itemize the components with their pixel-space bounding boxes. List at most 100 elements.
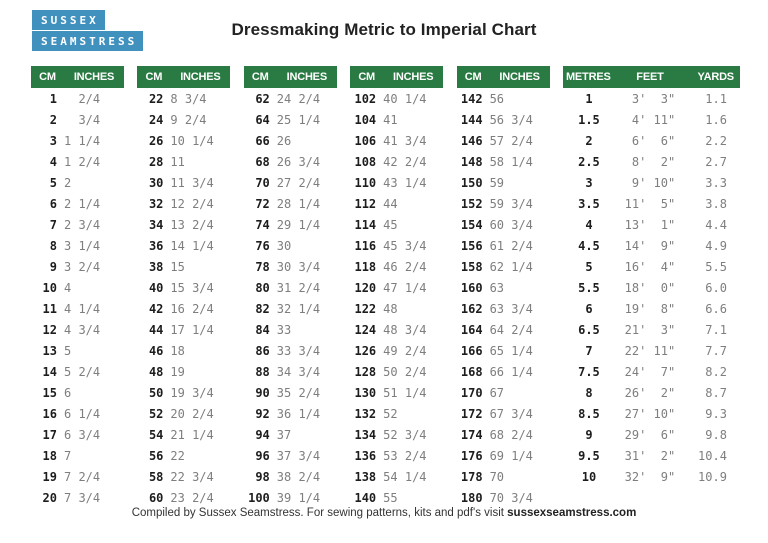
cell: 60	[148, 490, 164, 505]
cell: 174	[460, 427, 483, 442]
table-row: 17 6 3/4	[31, 424, 124, 445]
cell: 59	[489, 175, 505, 190]
cell: 5	[585, 259, 593, 274]
cell: 8	[585, 385, 593, 400]
table-row: 2 6' 6" 2.2	[563, 130, 740, 151]
cell: 51 1/4	[383, 385, 427, 400]
cell: 33 3/4	[276, 343, 321, 358]
table-row: 38 15	[137, 256, 230, 277]
cell: 130	[354, 385, 377, 400]
column-header: INCHES	[489, 66, 550, 88]
cell: 152	[460, 196, 483, 211]
cell: 110	[354, 175, 377, 190]
table-row: 146 57 2/4	[457, 130, 550, 151]
cell: 19	[170, 364, 185, 379]
table-row: 92 36 1/4	[244, 403, 337, 424]
cell: 160	[460, 280, 483, 295]
table-row: 11 4 1/4	[31, 298, 124, 319]
cell: 45	[383, 217, 398, 232]
column-header: CM	[456, 66, 490, 88]
cell: 6	[49, 196, 57, 211]
table-row: 164 64 2/4	[457, 319, 550, 340]
cell: 68 2/4	[489, 427, 533, 442]
cell: 11 3/4	[170, 175, 214, 190]
table-row: 154 60 3/4	[457, 214, 550, 235]
cell: 22 3/4	[170, 469, 214, 484]
cell: 7	[64, 448, 72, 463]
cell: 5	[64, 343, 72, 358]
table-row: 2 3/4	[31, 109, 124, 130]
cell: 42 2/4	[383, 154, 427, 169]
cell: 48 3/4	[383, 322, 427, 337]
cell: 7 2/4	[64, 469, 101, 484]
cell: 154	[460, 217, 483, 232]
table-row: 132 52	[350, 403, 443, 424]
table-row: 126 49 2/4	[350, 340, 443, 361]
cell: 58 1/4	[489, 154, 533, 169]
cm-inches-table-2: CM INCHES 22 8 3/4 24 9 2/4 26 10 1/4 28 11 30 11 3…	[137, 66, 231, 508]
cell: 32' 9"	[624, 469, 676, 484]
cell: 59 3/4	[489, 196, 533, 211]
table-row: 7.5 24' 7" 8.2	[563, 361, 740, 382]
cell: 54 1/4	[383, 469, 427, 484]
cell: 4.5	[578, 238, 600, 253]
sussex-seamstress-logo: SUSSEX SEAMSTRESS	[32, 10, 144, 51]
cell: 3/4	[64, 112, 101, 127]
cell: 4	[585, 217, 593, 232]
table-row: 12 4 3/4	[31, 319, 124, 340]
table-row: 142 56	[457, 88, 550, 109]
cell: 108	[354, 154, 377, 169]
cell: 156	[460, 238, 483, 253]
table-row: 5 16' 4" 5.5	[563, 256, 740, 277]
cell: 5	[49, 175, 57, 190]
column-header: INCHES	[170, 66, 231, 88]
column-header: CM	[243, 66, 277, 88]
cell: 6' 6"	[624, 133, 676, 148]
cell: 26' 2"	[624, 385, 676, 400]
cell: 31' 2"	[624, 448, 676, 463]
table-row: 74 29 1/4	[244, 214, 337, 235]
table-row: 82 32 1/4	[244, 298, 337, 319]
table-row: 40 15 3/4	[137, 277, 230, 298]
cm-inches-table-3: CM INCHES 62 24 2/4 64 25 1/4 66 26 68 26 3/4 70 27…	[243, 66, 337, 508]
table-row: 42 16 2/4	[137, 298, 230, 319]
table-row: 176 69 1/4	[457, 445, 550, 466]
cell: 6.5	[578, 322, 600, 337]
cell: 19 3/4	[170, 385, 214, 400]
cell: 20 2/4	[170, 406, 214, 421]
cell: 60 3/4	[489, 217, 533, 232]
table-row: 128 50 2/4	[350, 361, 443, 382]
cell: 18	[42, 448, 57, 463]
table-row: 104 41	[350, 109, 443, 130]
cell: 14	[42, 364, 57, 379]
table-row: 174 68 2/4	[457, 424, 550, 445]
table-row: 16 6 1/4	[31, 403, 124, 424]
cell: 2.2	[705, 133, 727, 148]
table-row: 172 67 3/4	[457, 403, 550, 424]
cell: 69 1/4	[489, 448, 533, 463]
cell: 142	[460, 91, 483, 106]
cell: 9	[585, 427, 593, 442]
cell: 2 1/4	[64, 196, 101, 211]
cell: 90	[255, 385, 270, 400]
table-row: 140 55	[350, 487, 443, 508]
cell: 4' 11"	[624, 112, 676, 127]
table-row: 15 6	[31, 382, 124, 403]
cell: 80	[255, 280, 270, 295]
cell: 3 2/4	[64, 259, 101, 274]
cell: 102	[354, 91, 377, 106]
table-row: 28 11	[137, 151, 230, 172]
logo-line-sussex: SUSSEX	[32, 10, 105, 30]
cell: 22	[170, 448, 185, 463]
cell: 9.8	[705, 427, 727, 442]
cell: 25 1/4	[276, 112, 321, 127]
table-row: 56 22	[137, 445, 230, 466]
cell: 9	[49, 259, 57, 274]
cell: 170	[460, 385, 483, 400]
cell: 126	[354, 343, 377, 358]
cell: 13	[42, 343, 57, 358]
table-row: 138 54 1/4	[350, 466, 443, 487]
table-row: 116 45 3/4	[350, 235, 443, 256]
table-row: 48 19	[137, 361, 230, 382]
cell: 72	[255, 196, 270, 211]
